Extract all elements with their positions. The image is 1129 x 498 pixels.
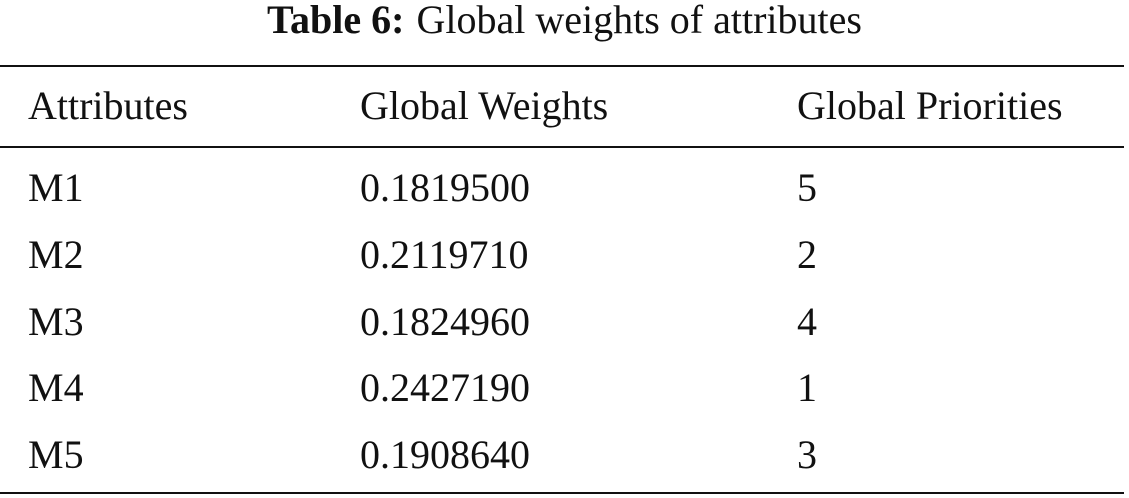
column-header: Attributes [28,83,188,128]
table-caption: Global weights of attributes [416,0,862,42]
table-label: Table 6: [267,0,405,42]
table-cell: M2 [28,231,84,277]
table-cell: 0.1819500 [360,165,530,210]
table-cell: 0.1824960 [360,298,530,344]
header-rule [0,146,1124,148]
table-cell: M1 [28,165,84,210]
column-header: Global Weights [360,83,609,128]
table-cell: 2 [797,231,817,277]
table-cell: 0.2427190 [360,365,530,411]
table-cell: 1 [797,365,817,411]
table-cell: 0.1908640 [360,432,530,478]
bottom-rule [0,492,1124,494]
table-title: Table 6: Global weights of attributes [0,0,1129,40]
table-cell: 5 [797,165,817,210]
table-cell: 3 [797,432,817,478]
table-cell: 0.2119710 [360,231,529,277]
table-cell: M3 [28,298,84,344]
table-cell: 4 [797,298,817,344]
table-cell: M4 [28,365,84,411]
table-cell: M5 [28,432,84,478]
top-rule [0,65,1124,67]
column-header: Global Priorities [797,83,1063,128]
